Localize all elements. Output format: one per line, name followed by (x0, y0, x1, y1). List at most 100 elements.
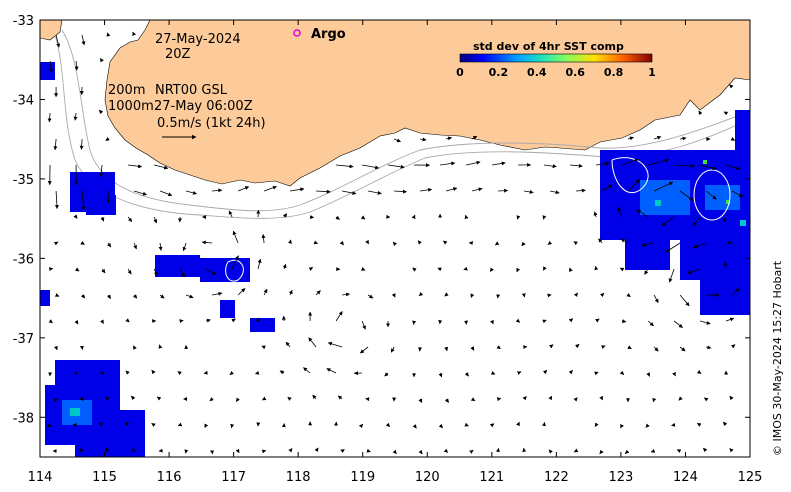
current-vector (445, 136, 452, 141)
colorbar-tick-label: 0.2 (489, 66, 509, 79)
current-vector (362, 164, 380, 170)
current-vector (204, 423, 209, 428)
current-vector (674, 163, 695, 168)
current-vector (80, 294, 86, 299)
current-vector (303, 367, 311, 374)
current-vector (598, 238, 603, 244)
current-vector (201, 240, 213, 245)
current-vector (599, 449, 604, 455)
colorbar: std dev of 4hr SST comp 0 0.2 0.4 0.6 0.8 1 (456, 40, 656, 79)
current-vector (316, 189, 331, 194)
y-tick-label: -33 (13, 14, 34, 29)
current-vector (367, 294, 374, 299)
current-vector (692, 216, 701, 227)
current-vector (104, 396, 110, 401)
current-vector (156, 396, 162, 401)
current-vector (153, 216, 158, 224)
current-vector (699, 320, 711, 325)
colorbar-tick-label: 0.8 (604, 66, 624, 79)
current-vector (498, 188, 509, 193)
current-vector (516, 267, 521, 273)
x-tick-label: 121 (479, 470, 504, 485)
current-vector (703, 447, 708, 453)
current-vector (731, 344, 736, 349)
current-vector (679, 294, 690, 307)
current-vector (263, 185, 277, 192)
product-label: NRT00 GSL (155, 83, 228, 98)
current-vector (729, 395, 734, 401)
current-vectors (46, 31, 744, 455)
current-vector (47, 112, 52, 123)
current-vector (72, 423, 77, 428)
x-tick-label: 114 (28, 470, 53, 485)
current-vector (337, 395, 343, 400)
current-vector (308, 267, 314, 271)
current-vector (489, 267, 494, 272)
current-vector (53, 138, 58, 151)
current-vector (698, 110, 703, 116)
current-vector (133, 345, 137, 350)
current-vector (438, 372, 443, 378)
current-vector (54, 345, 58, 351)
current-vector (471, 135, 478, 140)
current-vector (619, 370, 625, 375)
current-vector (570, 163, 583, 168)
x-tick-label: 122 (544, 470, 569, 485)
y-tick-label: -37 (13, 332, 34, 347)
current-vector (653, 294, 659, 304)
current-vector (671, 422, 676, 427)
current-vector (665, 242, 681, 253)
current-vector (48, 319, 53, 324)
current-vector (237, 288, 246, 296)
current-vector (731, 190, 744, 198)
current-vector (336, 164, 354, 169)
current-vector (621, 158, 639, 166)
current-vector (626, 293, 631, 298)
current-vector (418, 449, 423, 455)
current-vector (261, 234, 266, 244)
current-vector (723, 216, 727, 223)
current-vector (105, 136, 110, 142)
current-vector (105, 447, 110, 453)
current-vector (153, 164, 169, 170)
current-vector (731, 288, 740, 296)
current-vector (412, 424, 417, 429)
current-vector (494, 241, 500, 246)
x-tick-label: 118 (286, 470, 311, 485)
current-vector (620, 423, 624, 429)
current-vector (492, 161, 506, 166)
current-vector (693, 242, 707, 249)
current-vector (696, 369, 702, 375)
current-vector (444, 398, 450, 403)
current-vector (335, 311, 343, 322)
current-vector (261, 449, 267, 454)
current-vector (81, 34, 86, 46)
current-vector (127, 268, 132, 275)
contour-200m (61, 29, 749, 212)
current-vector (261, 396, 267, 401)
current-vector (235, 448, 240, 454)
current-vector (722, 421, 728, 426)
current-vector (54, 190, 59, 210)
current-vector (725, 164, 741, 171)
current-vector (730, 136, 736, 141)
velocity-scale-label: 0.5m/s (1kt 24h) (157, 116, 266, 131)
current-vector (619, 267, 625, 272)
current-vector (132, 448, 137, 454)
current-vector (342, 190, 357, 195)
current-vector (212, 188, 223, 193)
current-vector (235, 397, 240, 402)
current-vector (573, 292, 578, 297)
x-tick-label: 123 (608, 470, 633, 485)
current-vector (159, 294, 165, 299)
x-axis: 114 115 116 117 118 119 120 121 122 123 124 125 (28, 20, 762, 485)
current-vector (158, 344, 163, 349)
current-vector (128, 164, 143, 169)
current-vector (359, 346, 369, 354)
current-vector (440, 161, 456, 166)
current-vector (360, 215, 366, 220)
current-vector (288, 448, 293, 453)
current-vector (388, 164, 405, 169)
current-vector (290, 187, 305, 192)
